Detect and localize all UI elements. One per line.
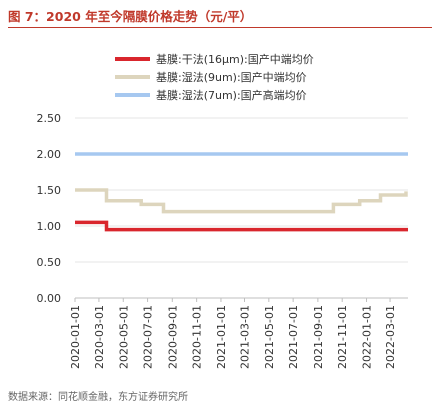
y-tick-label-3: 1.50: [37, 184, 62, 197]
x-tick-label-11: 2021-11-01: [336, 305, 349, 369]
x-tick-label-3: 2020-07-01: [142, 305, 155, 369]
legend-label-wet-9um: 基膜:湿法(9um):国产中端均价: [156, 70, 307, 84]
x-tick-label-5: 2020-11-01: [191, 305, 204, 369]
chart-title: 图 7：2020 年至今隔膜价格走势（元/平）: [8, 9, 253, 24]
x-tick-label-2: 2020-05-01: [117, 305, 130, 369]
y-tick-label-5: 2.50: [37, 112, 62, 125]
title-divider: [8, 27, 432, 28]
x-tick-label-12: 2022-01-01: [361, 305, 374, 369]
series-line-dry-16um: [75, 220, 408, 232]
x-axis: 2020-01-01 2020-03-01 2020-05-01 2020-07-01…: [69, 297, 408, 369]
data-source-note: 数据来源：同花顺金融，东方证券研究所: [8, 392, 188, 403]
y-tick-label-0: 0.00: [37, 292, 62, 305]
x-tick-label-4: 2020-09-01: [166, 305, 179, 369]
legend-label-dry-16um: 基膜:干法(16μm):国产中端均价: [156, 52, 314, 66]
x-tick-label-8: 2021-05-01: [263, 305, 276, 369]
legend: 基膜:干法(16μm):国产中端均价 基膜:湿法(9um):国产中端均价 基膜:…: [115, 52, 314, 102]
x-tick-label-6: 2021-01-01: [215, 305, 228, 369]
plot-grid: [75, 117, 408, 263]
y-axis: 0.00 0.50 1.00 1.50 2.00 2.50: [37, 112, 62, 305]
y-tick-label-1: 0.50: [37, 256, 62, 269]
legend-item-wet-9um: 基膜:湿法(9um):国产中端均价: [115, 70, 307, 84]
x-tick-label-0: 2020-01-01: [69, 305, 82, 369]
series-lines: [75, 152, 408, 232]
legend-item-wet-7um: 基膜:湿法(7um):国产高端均价: [115, 88, 307, 102]
y-tick-label-2: 1.00: [37, 220, 62, 233]
price-line-chart: 基膜:干法(16μm):国产中端均价 基膜:湿法(9um):国产中端均价 基膜:…: [37, 52, 408, 369]
legend-label-wet-7um: 基膜:湿法(7um):国产高端均价: [156, 88, 307, 102]
y-tick-label-4: 2.00: [37, 148, 62, 161]
x-tick-label-1: 2020-03-01: [93, 305, 106, 369]
x-tick-label-9: 2021-07-01: [287, 305, 300, 369]
x-tick-label-13: 2022-03-01: [384, 305, 397, 369]
x-tick-label-7: 2021-03-01: [238, 305, 251, 369]
series-line-wet-9um: [75, 188, 408, 214]
x-tick-label-10: 2021-09-01: [312, 305, 325, 369]
legend-item-dry-16um: 基膜:干法(16μm):国产中端均价: [115, 52, 314, 66]
